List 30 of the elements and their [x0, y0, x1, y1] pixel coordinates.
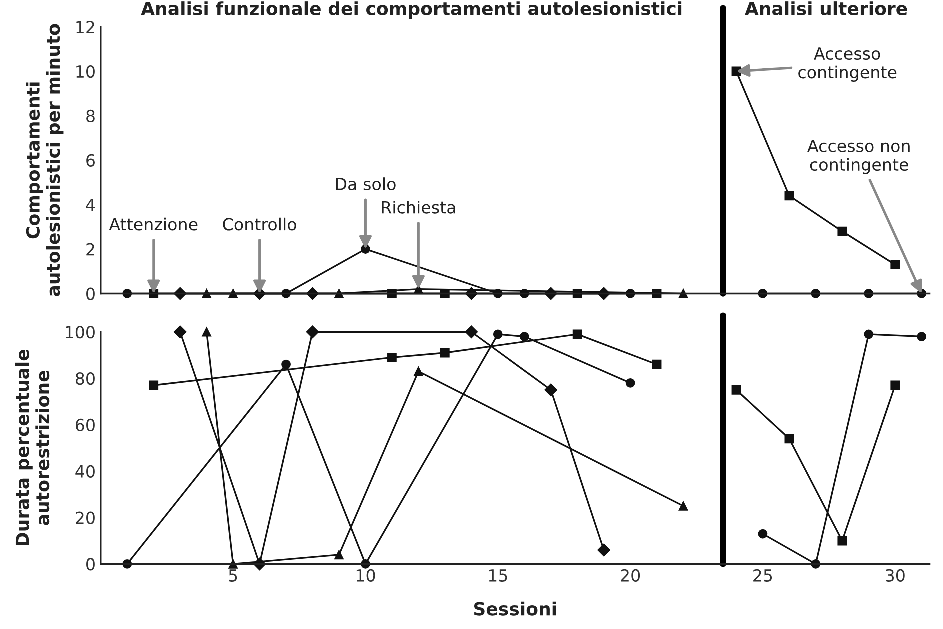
y-tick-label: 20: [76, 512, 95, 524]
x-tick-label: 15: [489, 570, 508, 582]
annotation: Da solo: [336, 178, 396, 191]
y-tick-label: 10: [76, 65, 95, 78]
y-tick-label: 80: [76, 372, 95, 386]
x-tick-label: 25: [754, 569, 772, 582]
annotation: Attenzione: [109, 218, 198, 231]
x-tick-label: 20: [621, 569, 640, 582]
x-tick-label: 30: [886, 569, 905, 582]
x-tick-label: 10: [356, 569, 376, 582]
x-tick-label: 5: [229, 570, 238, 582]
y-tick-label: 12: [76, 21, 94, 34]
annotation: Controllo: [223, 218, 296, 231]
annotation: Accesso contingente: [798, 48, 897, 82]
y-axis-title: Durata percentuale autorestrizione: [15, 350, 50, 546]
y-tick-label: 0: [86, 558, 95, 571]
text: Analisi ulteriore: [745, 2, 908, 16]
y-tick-label: 4: [86, 199, 96, 212]
y-axis-title: Comportamenti autolesionistici per minuto: [26, 24, 64, 296]
y-tick-label: 8: [86, 110, 95, 123]
y-tick-label: 6: [86, 154, 95, 167]
annotation: Accesso non contingente: [808, 140, 910, 174]
annotation: Richiesta: [382, 200, 456, 214]
y-tick-label: 100: [66, 326, 95, 339]
x-axis-title: Sessioni: [474, 602, 556, 616]
y-tick-label: 0: [86, 288, 95, 300]
y-tick-label: 2: [86, 243, 94, 256]
y-tick-label: 40: [76, 465, 95, 478]
chart-title: Analisi funzionale dei comportamenti autolesionistici: [141, 2, 682, 20]
y-tick-label: 60: [76, 418, 95, 432]
